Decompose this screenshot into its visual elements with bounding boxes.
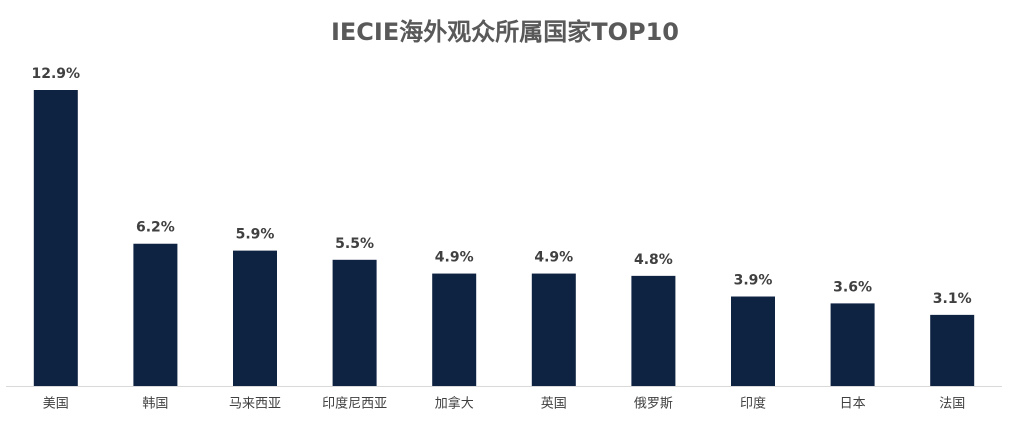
bar	[631, 275, 676, 386]
x-tick-label: 加拿大	[435, 396, 474, 412]
chart-title: IECIE海外观众所属国家TOP10	[331, 18, 679, 46]
bar	[830, 303, 875, 386]
x-tick-label: 印度	[740, 396, 766, 412]
bar	[133, 243, 178, 386]
x-tick-label: 美国	[43, 397, 69, 412]
x-tick-label: 日本	[840, 397, 866, 412]
bar	[33, 90, 78, 386]
value-label: 3.1%	[933, 291, 972, 307]
value-label: 5.5%	[335, 236, 374, 252]
value-label: 5.9%	[236, 227, 275, 243]
x-tick-label: 马来西亚	[229, 397, 281, 412]
value-label: 3.6%	[833, 279, 872, 295]
bar	[930, 314, 975, 386]
value-label: 4.8%	[634, 252, 673, 268]
bar	[332, 259, 377, 386]
bar	[432, 273, 477, 386]
value-label: 6.2%	[136, 220, 175, 236]
value-label: 12.9%	[32, 66, 81, 82]
value-label: 3.9%	[734, 273, 773, 289]
value-label: 4.9%	[534, 250, 573, 266]
x-tick-label: 俄罗斯	[634, 397, 673, 412]
x-tick-label: 韩国	[142, 397, 168, 412]
bar	[731, 296, 775, 386]
x-tick-label: 英国	[541, 397, 567, 412]
bar	[233, 250, 277, 386]
x-tick-label: 法国	[939, 397, 965, 412]
value-label: 4.9%	[435, 250, 474, 266]
x-tick-label: 印度尼西亚	[322, 396, 387, 412]
bar	[531, 273, 576, 386]
